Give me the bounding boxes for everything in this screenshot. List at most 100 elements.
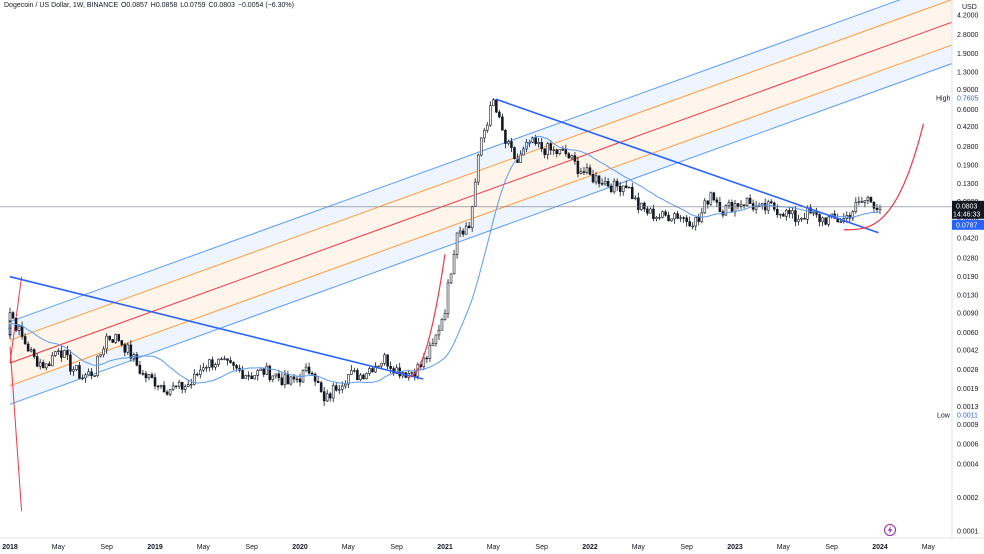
candle-body [739,204,743,207]
candle-body [78,365,81,379]
candle-body [383,354,386,364]
candle-body [479,137,483,156]
candle-body [585,167,589,173]
candle-body [809,207,812,214]
candle-body [452,254,456,275]
price-tick-label: 0.6000 [957,107,979,114]
candle-body [730,202,734,213]
candle-body [114,334,118,343]
candle-body [658,216,661,219]
candle-body [20,325,24,337]
time-tick-label: May [777,544,791,551]
lightning-icon[interactable] [884,524,896,536]
channel-line-upper-orange [9,0,953,341]
candle-body [307,366,311,374]
channel-fill-lower-outer [10,33,984,405]
candle-body [597,175,601,184]
price-tick-label: 0.0060 [957,330,979,337]
candle-body [174,385,178,387]
candle-body [72,369,75,372]
candle-body [821,217,824,222]
candle-body [546,143,549,155]
price-tick-label: 0.1900 [957,163,979,170]
candle-body [748,197,752,204]
price-tick-label: 0.0130 [957,293,979,300]
trendline-2018-2020[interactable] [9,275,424,380]
price-axis[interactable]: USD 4.2000 2.8000 1.9000 1.3000 0.9000 0.6000 0… [951,0,984,538]
candle-body [199,369,202,375]
candle-body [872,201,876,209]
candle-body [513,147,516,160]
candle-body [827,216,830,225]
candle-body [824,217,827,225]
time-axis[interactable]: 2018 May Sep 2019 May Sep 2020 May Sep 2021 May Sep… [0,537,984,554]
candle-body [208,359,211,368]
candle-body [486,124,489,131]
candle-body [298,378,302,383]
candle-body [618,185,622,192]
time-tick-label: Sep [390,544,403,551]
price-tick-label: 1.9000 [957,51,979,58]
candle-body [223,358,226,360]
candle-body [371,368,374,373]
candle-body [473,181,477,207]
candle-body [214,364,217,368]
candle-body [350,370,353,375]
price-tick-label: 0.0009 [957,422,979,429]
time-tick-label: 2022 [582,544,598,551]
candle-body [331,385,335,399]
candle-body [446,282,450,314]
candle-body [588,167,592,175]
candle-body [289,376,293,385]
candle-body [745,197,749,206]
trendline-2021-2024[interactable] [495,98,879,234]
candle-body [123,344,127,353]
candle-body [129,344,133,359]
candle-body [138,364,142,374]
candle-body [386,354,389,367]
candle-body [543,148,546,155]
candle-body [634,197,637,200]
candle-body [229,360,232,363]
candle-body [736,203,740,207]
candle-body [860,201,864,203]
candle-body [727,202,731,206]
candle-body [171,385,175,390]
currency-label[interactable]: USD [962,4,977,11]
candle-body [776,208,779,216]
candle-body [159,385,163,387]
candle-body [591,174,595,183]
candle-body [600,183,604,185]
candle-body [449,273,453,284]
candle-body [534,137,537,144]
time-tick-label: May [52,544,66,551]
candle-body [347,374,350,385]
low-marker-label: Low [937,412,951,419]
candle-body [313,373,317,382]
candle-body [800,218,803,220]
candle-body [57,350,60,352]
candle-body [694,216,698,227]
candle-body [724,205,728,216]
candle-body [637,197,640,210]
candle-body [875,207,879,210]
candle-body [280,377,284,386]
price-tick-label: 0.0004 [957,461,979,468]
candle-body [232,362,235,366]
candle-body [670,218,673,222]
candle-body [482,129,486,139]
candle-body [606,181,610,187]
candle-body [851,211,855,219]
price-tick-label: 0.1300 [957,181,979,188]
candle-body [869,196,873,203]
candle-body [205,367,208,369]
time-tick-label: Sep [825,544,838,551]
candle-body [177,381,181,387]
time-axis-background [0,538,984,554]
candle-body [582,171,586,173]
candle-body [47,363,51,367]
ma-value-tag [952,219,984,230]
high-marker-label: High [936,95,951,102]
candle-body [549,143,553,151]
